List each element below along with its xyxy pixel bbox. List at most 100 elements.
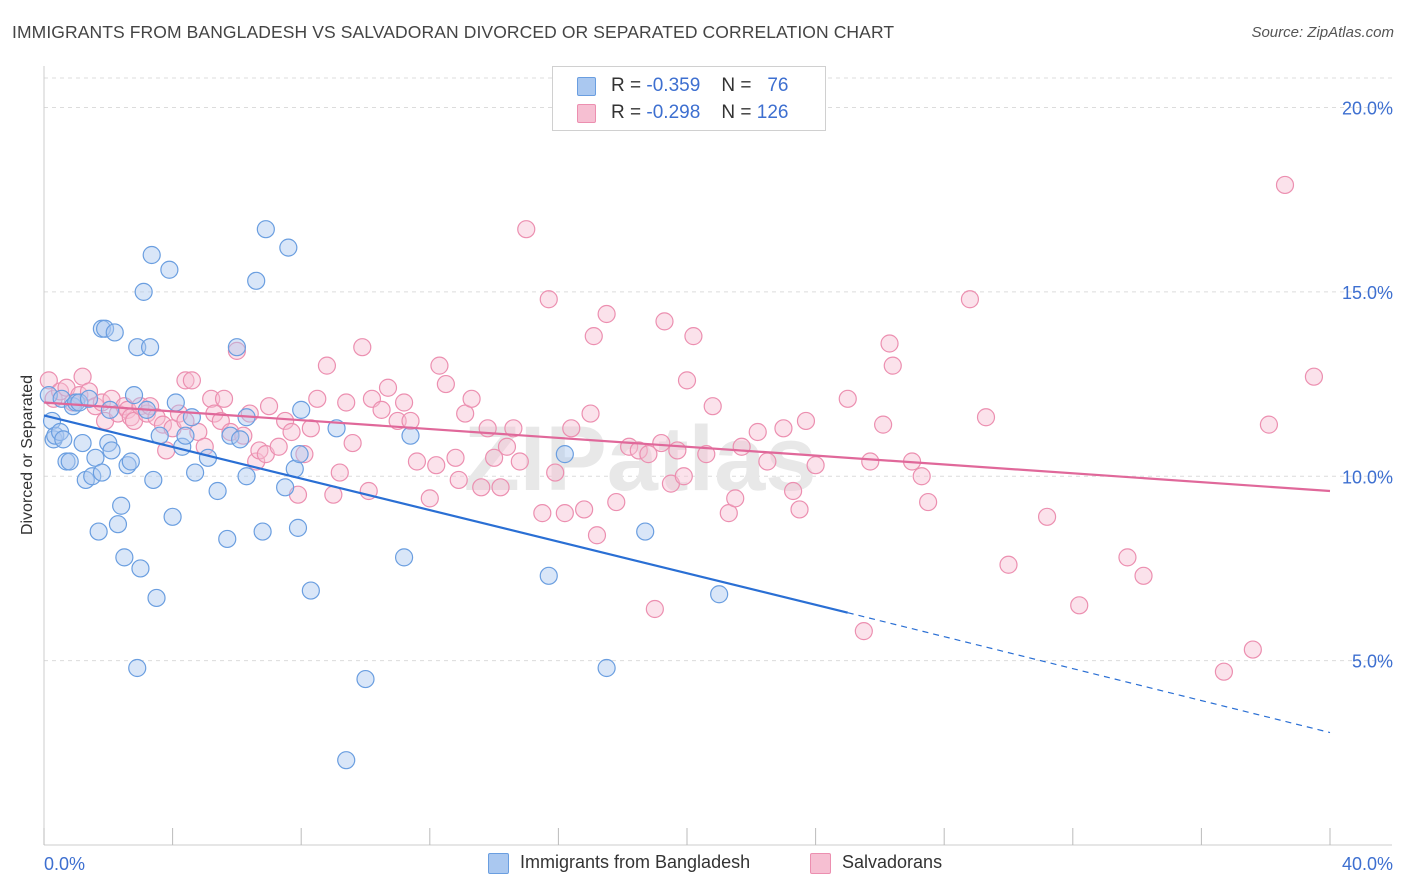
legend-swatch-pink <box>810 853 831 874</box>
data-point-salvadoran <box>697 445 716 464</box>
data-point-salvadoran <box>726 489 745 508</box>
data-point-salvadoran <box>176 371 195 390</box>
data-point-salvadoran <box>182 371 201 390</box>
data-point-bangladesh <box>142 245 161 265</box>
data-point-bangladesh <box>186 463 205 482</box>
y-axis-label: Divorced or Separated <box>19 374 36 536</box>
data-point-salvadoran <box>684 327 703 346</box>
data-point-salvadoran <box>388 411 407 431</box>
x-tick-label: 0.0% <box>44 854 85 874</box>
data-point-salvadoran <box>555 504 574 523</box>
data-point-salvadoran <box>472 478 491 497</box>
data-point-bangladesh <box>163 507 182 526</box>
data-point-bangladesh <box>108 515 128 534</box>
data-point-salvadoran <box>330 463 349 482</box>
trend-line-bangladesh-extension <box>847 612 1331 734</box>
data-point-bangladesh <box>140 338 160 357</box>
data-point-bangladesh <box>401 426 420 445</box>
data-point-bangladesh <box>597 658 616 678</box>
data-point-salvadoran <box>1259 415 1279 434</box>
data-point-bangladesh <box>166 393 185 412</box>
data-point-bangladesh <box>102 441 121 460</box>
data-point-salvadoran <box>1070 596 1089 615</box>
data-point-salvadoran <box>407 452 427 471</box>
y-tick-label: 20.0% <box>1342 99 1393 119</box>
data-point-bangladesh <box>83 467 102 486</box>
data-point-salvadoran <box>774 419 793 438</box>
data-point-salvadoran <box>796 411 816 431</box>
data-point-bangladesh <box>70 393 89 412</box>
data-point-salvadoran <box>214 389 234 408</box>
data-point-bangladesh <box>54 430 73 449</box>
data-point-salvadoran <box>39 371 58 390</box>
data-point-salvadoran <box>562 419 581 438</box>
legend-swatch-blue <box>488 853 509 874</box>
data-point-bangladesh <box>231 430 250 449</box>
n-label: N = <box>721 75 752 96</box>
data-point-bangladesh <box>237 467 256 486</box>
data-point-bangladesh <box>221 426 240 445</box>
data-point-salvadoran <box>1214 662 1234 681</box>
data-point-salvadoran <box>581 404 600 423</box>
n-value: 76 <box>767 75 789 96</box>
data-point-salvadoran <box>394 393 414 412</box>
data-point-salvadoran <box>1037 507 1057 526</box>
data-point-salvadoran <box>806 456 825 475</box>
x-tick-label: 40.0% <box>1342 854 1393 874</box>
data-point-salvadoran <box>1243 640 1262 659</box>
tick-labels: 5.0% 10.0% 15.0% 20.0% 0.0% 40.0% <box>44 99 1393 875</box>
y-tick-label: 5.0% <box>1352 652 1393 672</box>
n-label: N = <box>721 102 752 123</box>
data-point-salvadoran <box>874 415 893 434</box>
data-point-salvadoran <box>999 555 1018 574</box>
data-point-salvadoran <box>703 397 722 416</box>
data-point-bangladesh <box>89 522 108 541</box>
data-point-salvadoran <box>783 481 803 501</box>
data-point-salvadoran <box>449 470 468 490</box>
legend-label: Salvadorans <box>842 852 943 872</box>
data-point-bangladesh <box>134 282 153 301</box>
data-point-salvadoran <box>732 437 751 456</box>
data-point-salvadoran <box>607 492 626 512</box>
data-point-salvadoran <box>758 452 777 471</box>
data-point-salvadoran <box>838 389 857 408</box>
data-point-salvadoran <box>919 492 938 512</box>
r-value: -0.298 <box>646 102 701 123</box>
data-point-bangladesh <box>356 669 375 689</box>
data-point-bangladesh <box>95 319 115 338</box>
y-tick-label: 10.0% <box>1342 467 1393 487</box>
data-point-bangladesh <box>124 386 144 405</box>
legend-swatch-blue <box>577 77 596 96</box>
data-point-bangladesh <box>290 445 309 464</box>
trend-line-salvadorans <box>43 401 1331 493</box>
data-point-salvadoran <box>378 378 398 397</box>
data-point-salvadoran <box>655 312 674 331</box>
data-point-bangladesh <box>176 426 195 445</box>
data-point-salvadoran <box>883 356 902 375</box>
data-point-salvadoran <box>282 422 301 442</box>
data-point-salvadoran <box>645 599 664 619</box>
data-point-salvadoran <box>597 304 616 324</box>
data-point-salvadoran <box>497 437 517 456</box>
data-point-salvadoran <box>276 411 295 431</box>
data-point-salvadoran <box>153 415 173 434</box>
data-point-bangladesh <box>636 522 655 541</box>
data-point-salvadoran <box>790 500 809 519</box>
r-value: -0.359 <box>646 75 701 96</box>
data-point-salvadoran <box>446 448 465 467</box>
data-point-salvadoran <box>269 437 288 456</box>
data-point-salvadoran <box>308 389 327 408</box>
data-point-salvadoran <box>575 500 594 519</box>
data-point-bangladesh <box>292 400 311 419</box>
data-point-bangladesh <box>92 463 111 482</box>
data-point-bangladesh <box>73 433 92 453</box>
data-point-salvadoran <box>584 327 603 346</box>
data-point-bangladesh <box>253 522 272 541</box>
data-point-salvadoran <box>748 422 767 442</box>
data-point-bangladesh <box>128 658 147 678</box>
grid <box>44 77 1392 662</box>
data-point-bangladesh <box>115 548 134 567</box>
data-point-salvadoran <box>1118 548 1137 567</box>
data-point-salvadoran <box>504 419 523 438</box>
